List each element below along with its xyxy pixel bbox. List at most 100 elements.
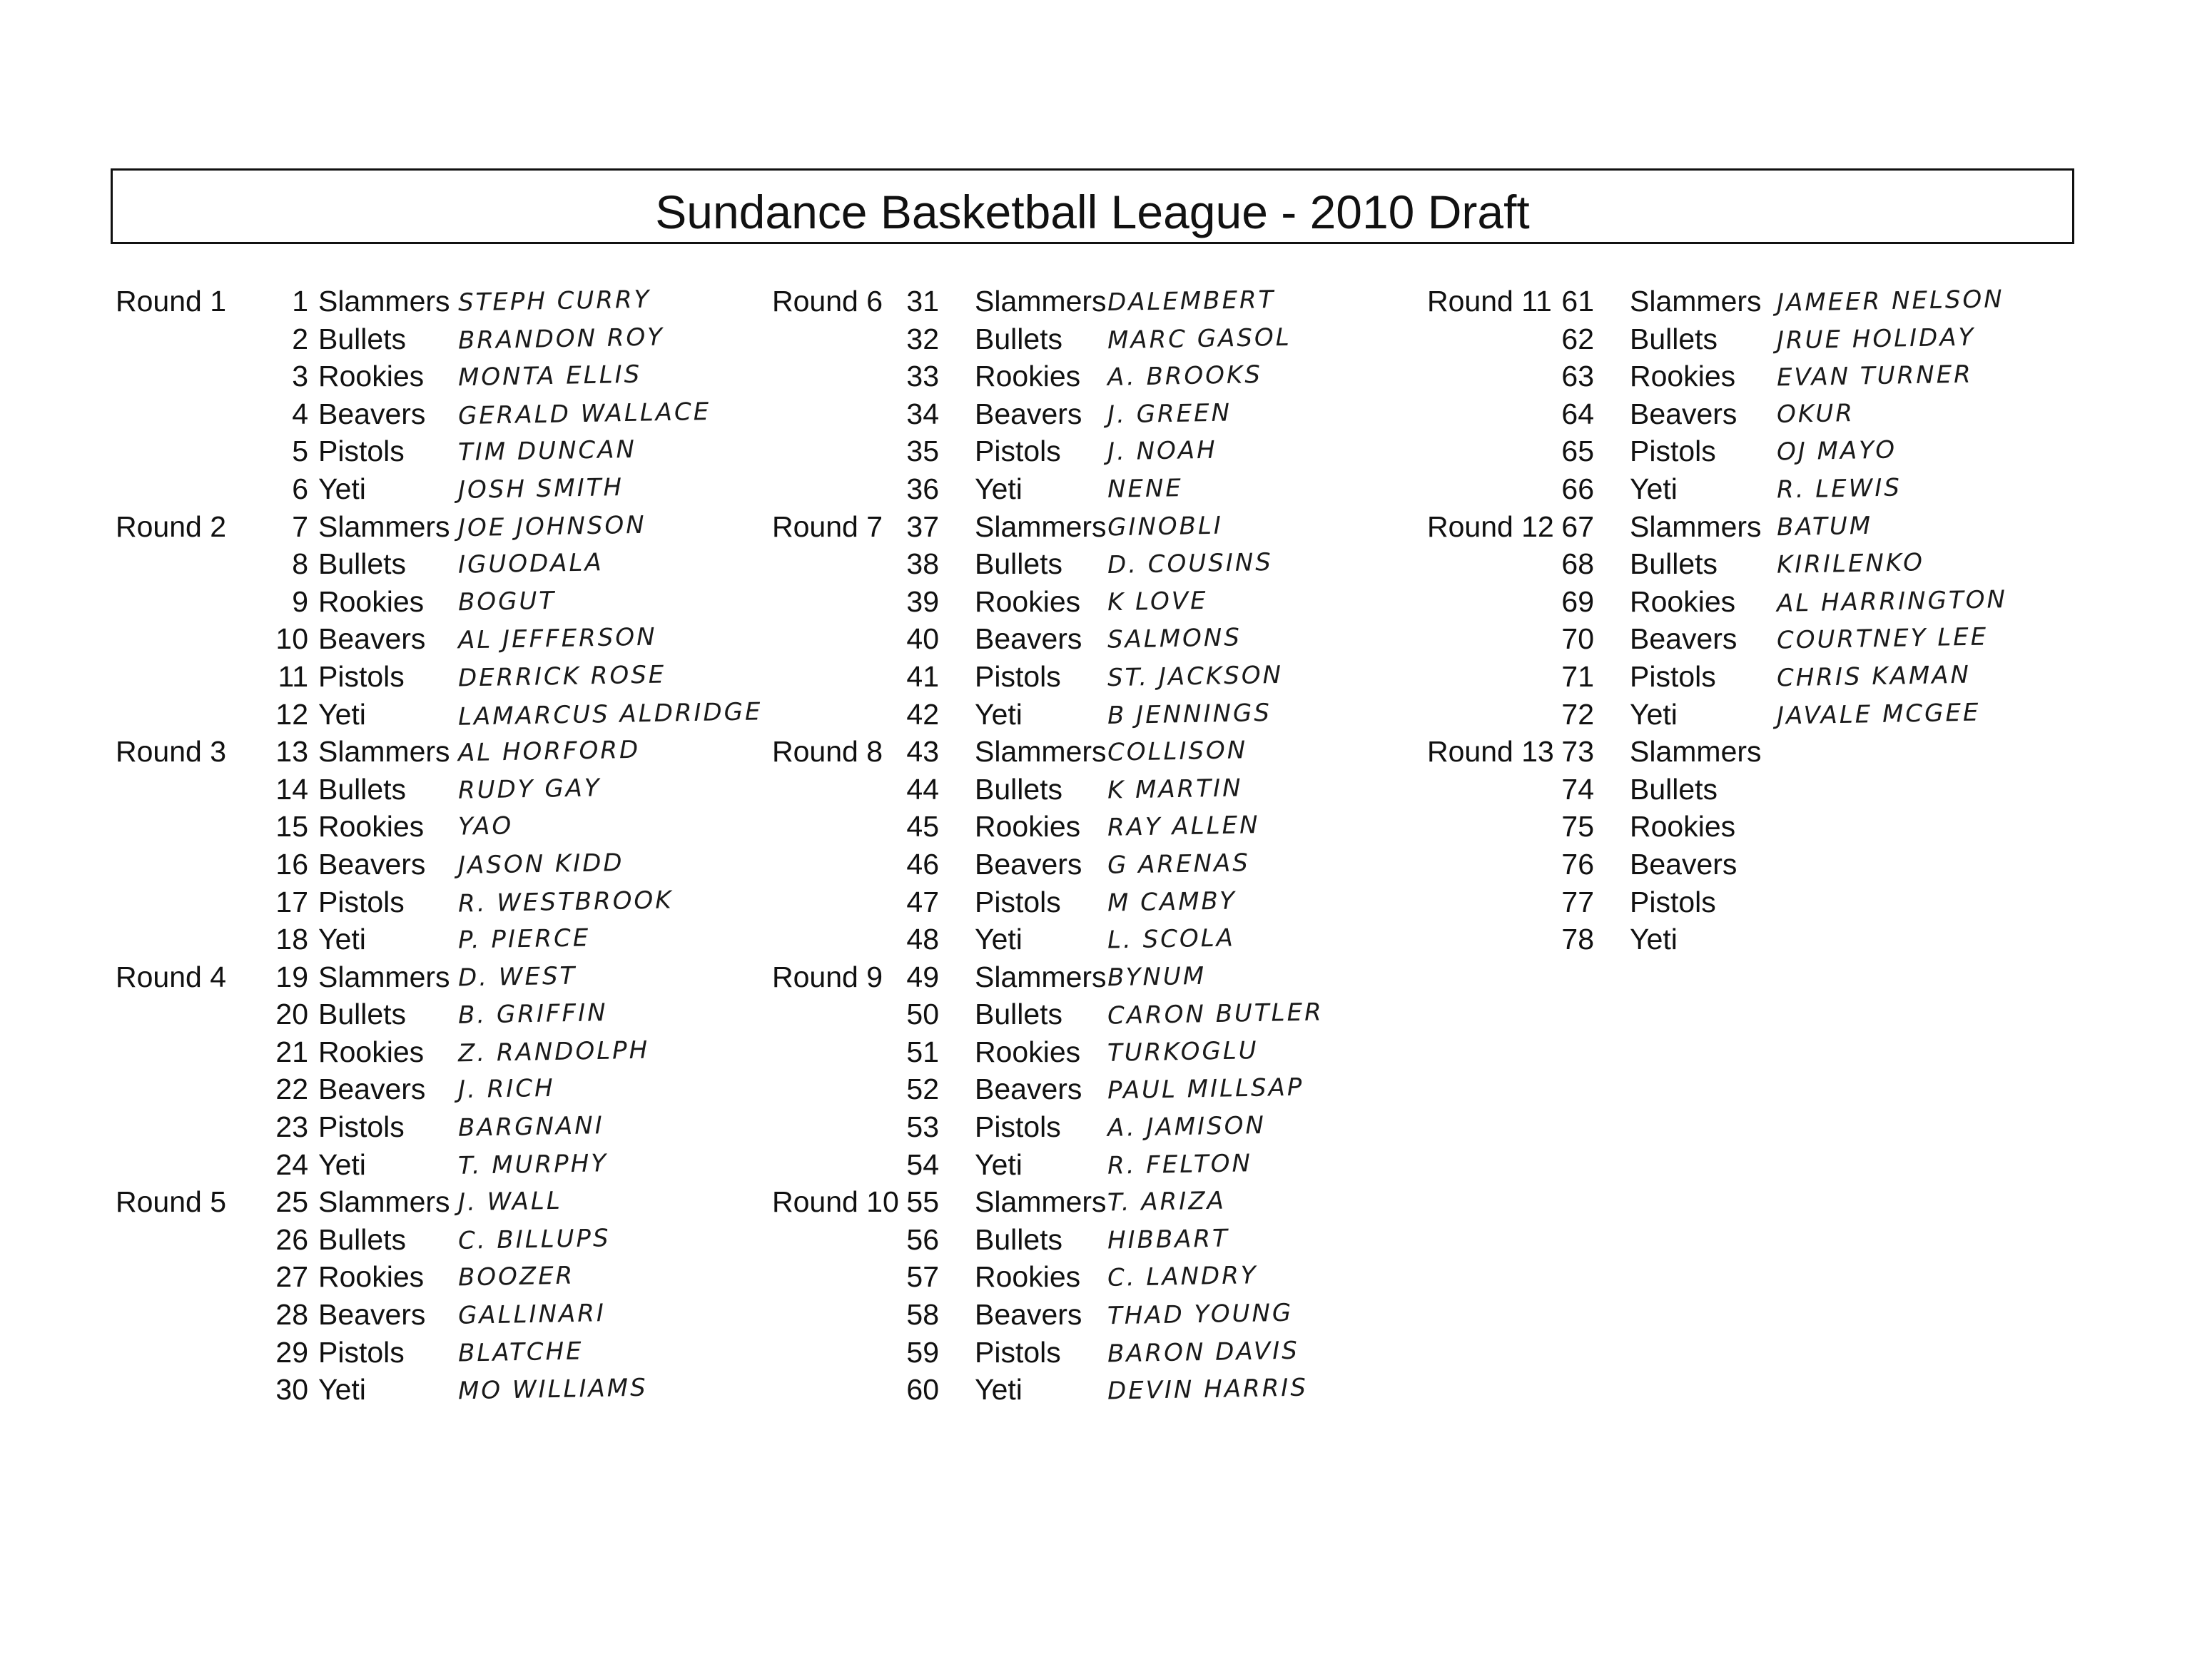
- handwritten-player-name: Bogut: [457, 586, 557, 617]
- handwritten-player-name: Chris Kaman: [1776, 660, 1972, 693]
- pick-number: 53: [906, 1110, 939, 1144]
- handwritten-player-name: Al Harrington: [1776, 584, 2008, 618]
- handwritten-player-name: K Martin: [1107, 774, 1243, 805]
- handwritten-player-name: Turkoglu: [1107, 1036, 1259, 1068]
- team-name: Bullets: [1630, 547, 1718, 581]
- team-name: Slammers: [318, 510, 450, 543]
- pick-number: 37: [906, 510, 939, 543]
- round-label: Round 12: [1427, 510, 1554, 543]
- pick-number: 36: [906, 472, 939, 505]
- team-name: Bullets: [975, 547, 1063, 581]
- team-name: Yeti: [975, 472, 1023, 505]
- pick-number: 67: [1561, 510, 1594, 543]
- team-name: Bullets: [318, 772, 407, 806]
- handwritten-player-name: D. Cousins: [1107, 548, 1274, 580]
- pick-number: 75: [1561, 810, 1594, 843]
- team-name: Slammers: [318, 960, 450, 993]
- handwritten-player-name: C. Billups: [457, 1223, 611, 1255]
- team-name: Slammers: [318, 285, 450, 318]
- team-name: Yeti: [1630, 472, 1678, 505]
- team-name: Bullets: [318, 998, 407, 1031]
- pick-number: 23: [275, 1110, 308, 1144]
- pick-number: 12: [275, 697, 308, 731]
- team-name: Slammers: [975, 960, 1107, 993]
- team-name: Beavers: [318, 1073, 426, 1106]
- team-name: Pistols: [1630, 435, 1716, 468]
- team-name: Pistols: [1630, 659, 1716, 693]
- pick-number: 54: [906, 1147, 939, 1181]
- pick-number: 7: [292, 510, 308, 543]
- team-name: Slammers: [975, 1185, 1107, 1219]
- handwritten-player-name: Ginobli: [1107, 511, 1224, 542]
- pick-number: 56: [906, 1222, 939, 1256]
- pick-number: 10: [275, 622, 308, 656]
- team-name: Yeti: [318, 923, 366, 956]
- pick-number: 44: [906, 772, 939, 806]
- team-name: Bullets: [975, 772, 1063, 806]
- team-name: Slammers: [975, 735, 1107, 769]
- pick-number: 16: [275, 847, 308, 881]
- handwritten-player-name: Jason Kidd: [457, 848, 624, 880]
- pick-number: 32: [906, 322, 939, 355]
- pick-number: 68: [1561, 547, 1594, 581]
- pick-number: 40: [906, 622, 939, 656]
- handwritten-player-name: Yao: [457, 811, 514, 841]
- pick-number: 28: [275, 1298, 308, 1332]
- pick-number: 9: [292, 584, 308, 618]
- team-name: Bullets: [1630, 772, 1718, 806]
- handwritten-player-name: T. Murphy: [457, 1148, 609, 1180]
- team-name: Yeti: [318, 697, 366, 731]
- pick-number: 52: [906, 1073, 939, 1106]
- handwritten-player-name: J. Rich: [457, 1074, 555, 1105]
- pick-number: 5: [292, 435, 308, 468]
- pick-number: 45: [906, 810, 939, 843]
- team-name: Beavers: [318, 847, 426, 881]
- handwritten-player-name: Kirilenko: [1776, 548, 1925, 579]
- team-name: Yeti: [975, 1147, 1023, 1181]
- team-name: Beavers: [1630, 397, 1737, 430]
- pick-number: 18: [275, 923, 308, 956]
- title-box: Sundance Basketball League - 2010 Draft: [111, 168, 2074, 244]
- team-name: Beavers: [975, 1298, 1082, 1332]
- pick-number: 24: [275, 1147, 308, 1181]
- pick-number: 6: [292, 472, 308, 505]
- team-name: Rookies: [318, 810, 425, 843]
- handwritten-player-name: C. Landry: [1107, 1261, 1258, 1293]
- round-label: Round 11: [1427, 285, 1552, 318]
- team-name: Rookies: [318, 1035, 425, 1068]
- team-name: Pistols: [975, 435, 1061, 468]
- handwritten-player-name: A. Jamison: [1107, 1111, 1267, 1143]
- pick-number: 47: [906, 885, 939, 918]
- team-name: Bullets: [975, 322, 1063, 355]
- handwritten-player-name: Bynum: [1107, 961, 1207, 992]
- pick-number: 26: [275, 1222, 308, 1256]
- handwritten-player-name: J. Noah: [1107, 436, 1218, 467]
- pick-number: 70: [1561, 622, 1594, 656]
- pick-number: 71: [1561, 659, 1594, 693]
- team-name: Bullets: [975, 998, 1063, 1031]
- pick-number: 8: [292, 547, 308, 581]
- handwritten-player-name: J. Wall: [457, 1186, 563, 1217]
- pick-number: 64: [1561, 397, 1594, 430]
- handwritten-player-name: Blatche: [457, 1337, 584, 1368]
- team-name: Bullets: [1630, 322, 1718, 355]
- pick-number: 41: [906, 659, 939, 693]
- handwritten-player-name: Mo Williams: [457, 1373, 648, 1406]
- handwritten-player-name: Dalembert: [1107, 285, 1276, 318]
- pick-number: 13: [275, 735, 308, 769]
- handwritten-player-name: Iguodala: [457, 548, 604, 579]
- team-name: Bullets: [318, 322, 407, 355]
- pick-number: 73: [1561, 735, 1594, 769]
- team-name: Beavers: [975, 847, 1082, 881]
- team-name: Rookies: [975, 1035, 1081, 1068]
- pick-number: 15: [275, 810, 308, 843]
- handwritten-player-name: Collison: [1107, 736, 1248, 767]
- handwritten-player-name: Ray Allen: [1107, 811, 1260, 843]
- handwritten-player-name: Joe Johnson: [457, 510, 646, 542]
- team-name: Slammers: [1630, 285, 1762, 318]
- pick-number: 11: [278, 659, 308, 693]
- pick-number: 19: [275, 960, 308, 993]
- team-name: Slammers: [1630, 735, 1762, 769]
- team-name: Yeti: [975, 1373, 1023, 1407]
- team-name: Pistols: [318, 435, 405, 468]
